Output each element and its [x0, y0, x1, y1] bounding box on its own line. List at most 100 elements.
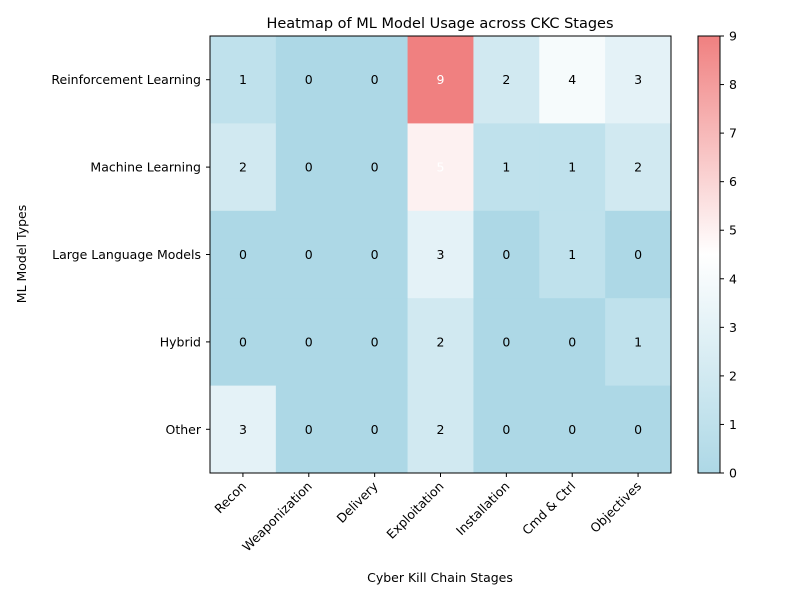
- heatmap-cell: [539, 298, 606, 387]
- heatmap-cell: [407, 36, 474, 124]
- heatmap-cell: [407, 123, 474, 212]
- x-tick-label: Objectives: [587, 479, 644, 536]
- heatmap-cell-label: 0: [305, 334, 313, 349]
- heatmap-cell: [539, 210, 606, 299]
- heatmap-cell-label: 0: [305, 247, 313, 262]
- heatmap-cell: [341, 385, 409, 474]
- x-tick-label: Delivery: [333, 478, 381, 526]
- heatmap-cell: [605, 385, 672, 474]
- heatmap-cell: [473, 385, 540, 474]
- heatmap-cell: [210, 123, 277, 212]
- colorbar-tick-label: 4: [729, 271, 737, 286]
- heatmap-cell: [210, 385, 277, 474]
- heatmap-cell: [210, 36, 277, 124]
- chart-title: Heatmap of ML Model Usage across CKC Sta…: [266, 16, 613, 32]
- heatmap-cell-label: 5: [437, 160, 445, 175]
- heatmap-cell-label: 3: [634, 72, 642, 87]
- heatmap-cell-label: 0: [568, 334, 576, 349]
- heatmap-cell: [341, 123, 409, 212]
- colorbar-tick-label: 5: [729, 223, 737, 238]
- heatmap-cell-label: 2: [437, 422, 445, 437]
- heatmap-cell-label: 9: [437, 72, 445, 87]
- x-tick-label: Recon: [211, 479, 249, 517]
- y-axis-ticks: Reinforcement Learning Machine Learning La…: [51, 72, 210, 437]
- heatmap-cell-label: 1: [568, 160, 576, 175]
- heatmap-cell: [605, 123, 672, 212]
- colorbar-tick-label: 0: [729, 466, 737, 481]
- colorbar-tick-label: 2: [729, 368, 737, 383]
- colorbar-tick-label: 6: [729, 174, 737, 189]
- heatmap-cell-label: 0: [239, 334, 247, 349]
- heatmap-cell: [210, 210, 277, 299]
- heatmap-cell: [275, 123, 343, 212]
- heatmap-cell-labels: 1 0 0 9 2 4 3 2 0 0 5 1 1 2 0 0 0 3 0 1 0 0 0 0 2 0 0 1 3 0 0 2 0 0 0: [239, 72, 642, 437]
- heatmap-cell-label: 0: [371, 247, 379, 262]
- heatmap-cell: [605, 36, 672, 124]
- heatmap-cell: [473, 210, 540, 299]
- heatmap-cells: [210, 36, 672, 474]
- heatmap-cell: [539, 36, 606, 124]
- heatmap-cell: [407, 210, 474, 299]
- colorbar-ticks: 0 1 2 3 4 5 6 7 8 9: [720, 29, 737, 481]
- heatmap-cell-label: 2: [437, 334, 445, 349]
- heatmap-cell: [275, 298, 343, 387]
- heatmap-cell: [210, 298, 277, 387]
- heatmap-cell-label: 0: [305, 422, 313, 437]
- heatmap-cell: [473, 36, 540, 124]
- heatmap-cell: [539, 385, 606, 474]
- colorbar-tick-label: 3: [729, 320, 737, 335]
- heatmap-cell: [275, 385, 343, 474]
- heatmap-cell-label: 1: [568, 247, 576, 262]
- heatmap-cell-label: 1: [502, 160, 510, 175]
- heatmap-cell-label: 2: [634, 160, 642, 175]
- x-tick-label: Installation: [453, 479, 513, 539]
- heatmap-cell-label: 2: [502, 72, 510, 87]
- heatmap-cell: [275, 210, 343, 299]
- colorbar-tick-label: 8: [729, 77, 737, 92]
- heatmap-cell-label: 0: [634, 422, 642, 437]
- heatmap-cell: [605, 298, 672, 387]
- heatmap-cell-label: 0: [305, 72, 313, 87]
- heatmap-cell-label: 0: [371, 334, 379, 349]
- heatmap-cell-label: 0: [305, 160, 313, 175]
- y-tick-label: Reinforcement Learning: [51, 72, 201, 87]
- heatmap-cell-label: 0: [502, 422, 510, 437]
- heatmap-cell: [473, 123, 540, 212]
- heatmap-cell-label: 0: [502, 247, 510, 262]
- heatmap-cell: [407, 298, 474, 387]
- heatmap-cell: [605, 210, 672, 299]
- x-axis-label: Cyber Kill Chain Stages: [367, 570, 513, 585]
- heatmap-cell-label: 3: [437, 247, 445, 262]
- heatmap-cell-label: 0: [371, 422, 379, 437]
- heatmap-cell-label: 0: [568, 422, 576, 437]
- colorbar-tick-label: 7: [729, 126, 737, 141]
- heatmap-cell-label: 4: [568, 72, 576, 87]
- heatmap-cell-label: 0: [371, 72, 379, 87]
- y-tick-label: Other: [166, 422, 202, 437]
- heatmap-cell: [473, 298, 540, 387]
- heatmap-cell: [275, 36, 343, 124]
- y-tick-label: Machine Learning: [90, 160, 201, 175]
- x-tick-label: Cmd & Ctrl: [519, 479, 578, 538]
- heatmap-cell: [539, 123, 606, 212]
- heatmap-cell-label: 1: [239, 72, 247, 87]
- heatmap-cell-label: 2: [239, 160, 247, 175]
- y-axis-label: ML Model Types: [14, 205, 29, 303]
- colorbar: [697, 35, 721, 474]
- heatmap-cell-label: 0: [502, 334, 510, 349]
- heatmap-cell-label: 3: [239, 422, 247, 437]
- heatmap-cell-label: 0: [371, 160, 379, 175]
- y-tick-label: Large Language Models: [52, 247, 201, 262]
- heatmap-cell: [341, 298, 409, 387]
- colorbar-tick-label: 9: [729, 29, 737, 44]
- heatmap-cell: [341, 210, 409, 299]
- colorbar-tick-label: 1: [729, 417, 737, 432]
- heatmap-cell-label: 0: [634, 247, 642, 262]
- heatmap-cell: [407, 385, 474, 474]
- x-tick-label: Weaponization: [239, 479, 315, 555]
- heatmap-cell-label: 0: [239, 247, 247, 262]
- x-tick-label: Exploitation: [383, 479, 446, 542]
- y-tick-label: Hybrid: [160, 334, 201, 349]
